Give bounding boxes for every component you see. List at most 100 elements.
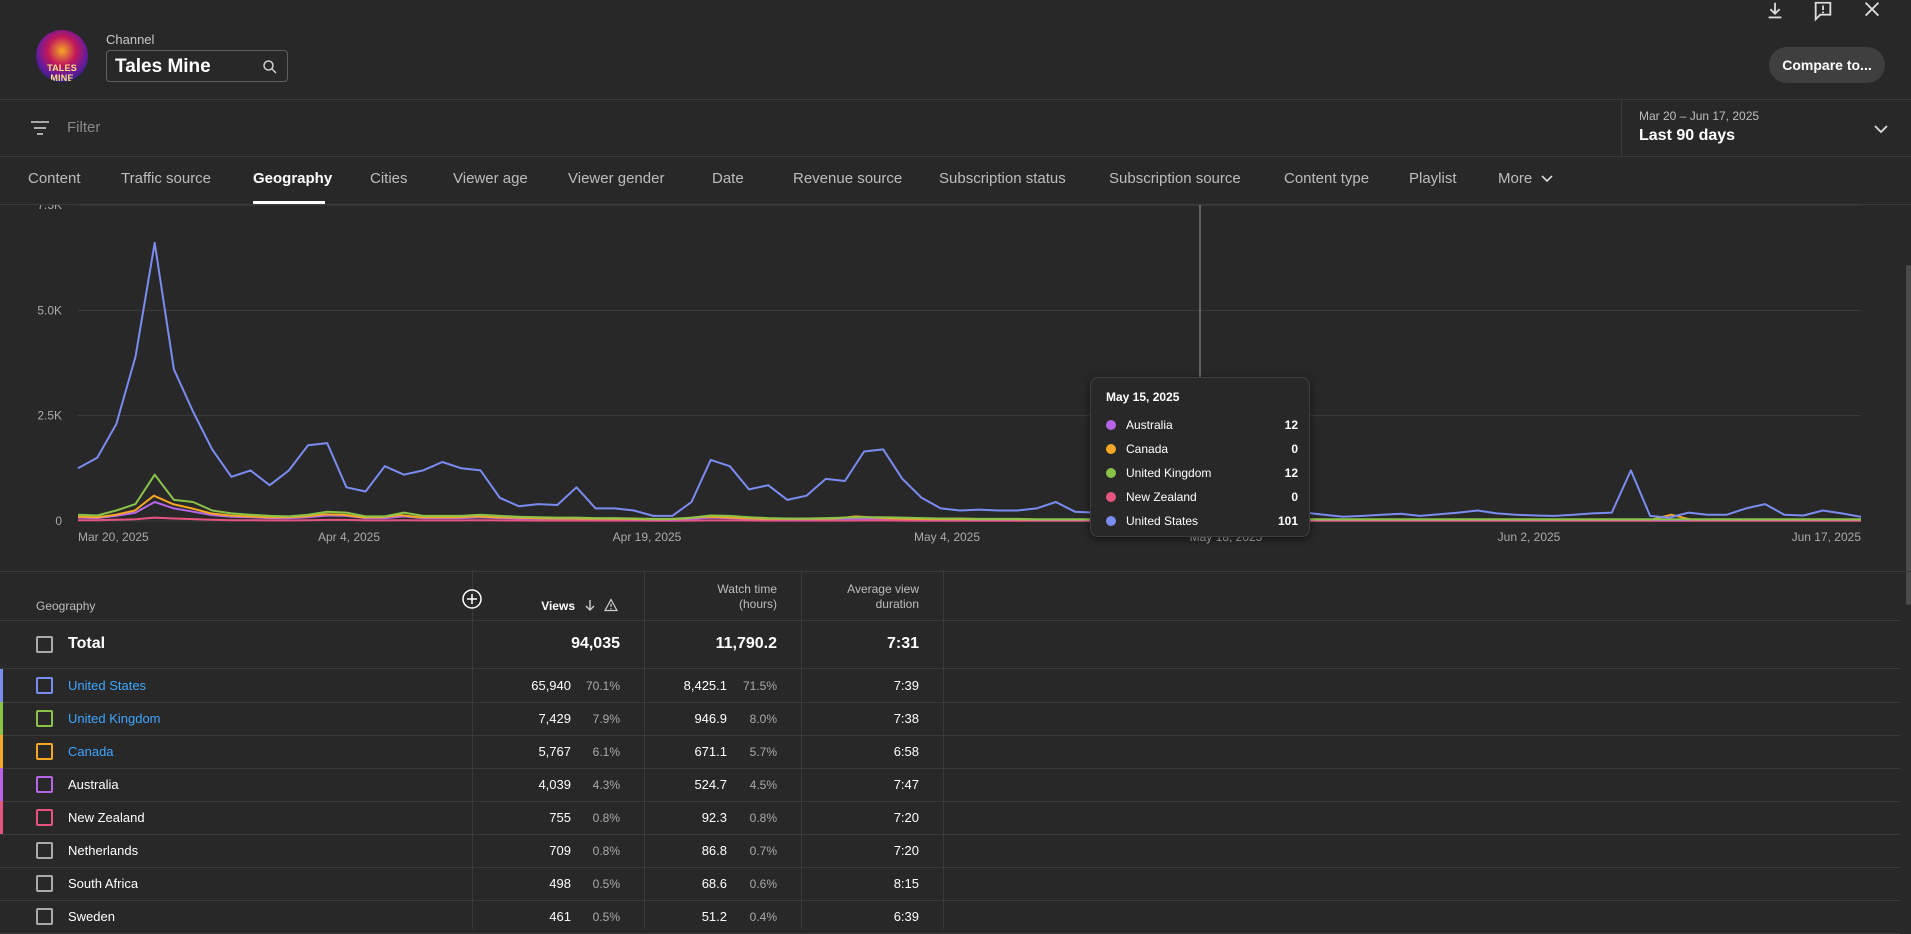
tab-content-type[interactable]: Content type [1284,170,1370,187]
tab-date[interactable]: Date [712,170,744,187]
series-line-united-states[interactable] [77,241,1862,519]
filter-icon[interactable] [30,120,50,136]
column-header-watch-time[interactable]: Watch time (hours) [660,582,777,612]
row-views: 65,940 [531,678,571,693]
y-tick-label: 2.5K [37,409,62,423]
channel-name: Tales Mine [115,56,211,77]
tab-revenue-source[interactable]: Revenue source [793,170,903,187]
column-header-avg-duration[interactable]: Average view duration [815,582,919,612]
column-header-geography[interactable]: Geography [36,599,96,613]
tooltip-date: May 15, 2025 [1106,390,1180,404]
row-checkbox[interactable] [36,908,53,925]
total-label: Total [68,635,106,652]
channel-avatar[interactable]: TALES MINE [36,30,88,82]
row-watch-pct: 0.7% [749,844,777,858]
tooltip-country: New Zealand [1126,490,1197,504]
row-checkbox[interactable] [36,710,53,727]
tooltip-country: United States [1126,514,1199,528]
series-line-united-kingdom[interactable] [77,473,1861,521]
row-watch-time: 671.1 [694,744,727,759]
channel-selector[interactable]: Tales Mine [106,50,288,82]
row-checkbox[interactable] [36,776,53,793]
watch-time-label: Watch time [717,582,777,596]
row-watch-pct: 4.5% [749,778,777,792]
tooltip-value: 12 [1284,466,1298,480]
tooltip-row: New Zealand 0 [1106,488,1298,506]
row-views: 4,039 [538,777,571,792]
tooltip-country: Australia [1126,418,1173,432]
close-icon[interactable] [1860,0,1884,22]
row-watch-pct: 0.6% [749,877,777,891]
column-header-views[interactable]: Views [541,599,575,613]
series-line-canada[interactable] [77,494,1861,521]
series-color-dot [1106,420,1116,430]
series-color-dot [1106,468,1116,478]
tooltip-row: United States 101 [1106,512,1298,530]
row-checkbox[interactable] [36,743,53,760]
search-icon[interactable] [261,58,279,76]
sort-descending-icon[interactable] [583,598,597,612]
row-country-name: Netherlands [68,843,139,858]
tab-cities[interactable]: Cities [370,170,408,187]
active-tab-indicator [253,201,325,204]
tab-traffic-source[interactable]: Traffic source [121,170,212,187]
row-country-name: Sweden [68,909,115,924]
row-avg-duration: 7:20 [893,843,919,858]
row-watch-pct: 0.8% [749,811,777,825]
row-watch-time: 524.7 [694,777,727,792]
total-avg-duration: 7:31 [886,635,919,652]
row-views-pct: 0.5% [592,910,620,924]
row-watch-time: 946.9 [694,711,727,726]
tooltip-value: 12 [1284,418,1298,432]
row-avg-duration: 8:15 [893,876,919,891]
date-range-selector[interactable]: Mar 20 – Jun 17, 2025 Last 90 days [1621,100,1911,157]
tab-playlist[interactable]: Playlist [1409,170,1457,187]
filter-input[interactable]: Filter [67,119,101,136]
x-tick-label: Apr 4, 2025 [318,530,380,544]
row-views: 755 [549,810,571,825]
add-column-icon[interactable] [462,589,482,609]
tooltip-row: Australia 12 [1106,416,1298,434]
y-tick-label: 7.5K [37,205,62,212]
tab-viewer-gender[interactable]: Viewer gender [568,170,665,187]
download-icon[interactable] [1763,0,1787,22]
total-views: 94,035 [571,635,620,652]
compare-button[interactable]: Compare to... [1769,47,1885,83]
row-avg-duration: 7:38 [893,711,919,726]
tab-viewer-age[interactable]: Viewer age [453,170,528,187]
tooltip-country: United Kingdom [1126,466,1212,480]
row-views-pct: 0.8% [592,811,620,825]
tab-subscription-source[interactable]: Subscription source [1109,170,1241,187]
geography-line-chart[interactable]: 7.5K 5.0K 2.5K 0 Mar 20, 2025 Apr 4, 2025 Apr … [0,205,1911,570]
row-checkbox[interactable] [36,875,53,892]
y-tick-label: 0 [55,514,62,528]
tooltip-row: Canada 0 [1106,440,1298,458]
row-checkbox[interactable] [36,809,53,826]
row-watch-pct: 5.7% [749,745,777,759]
tab-content[interactable]: Content [28,170,81,187]
warning-icon[interactable] [604,598,618,612]
row-views-pct: 0.8% [592,844,620,858]
row-watch-pct: 71.5% [742,679,777,693]
feedback-icon[interactable] [1811,0,1835,22]
row-country-name[interactable]: Canada [68,744,114,759]
row-country-name[interactable]: United Kingdom [68,711,161,726]
row-checkbox[interactable] [36,842,53,859]
row-country-name: South Africa [68,876,139,891]
row-country-name: Australia [68,777,119,792]
series-color-dot [1106,516,1116,526]
tab-geography[interactable]: Geography [253,170,333,187]
avg-duration-label-1: Average view [847,582,919,596]
dimension-tabs: Content Traffic source Geography Cities … [0,157,1911,205]
row-checkbox[interactable] [36,677,53,694]
scrollbar-thumb[interactable] [1906,265,1911,605]
tab-subscription-status[interactable]: Subscription status [939,170,1066,187]
geography-table: Geography Views Watch time (hours) Avera… [0,571,1911,934]
tab-more[interactable]: More [1498,170,1554,187]
row-views: 5,767 [538,744,571,759]
row-country-name[interactable]: United States [68,678,147,693]
row-watch-time: 51.2 [701,909,727,924]
total-checkbox[interactable] [36,636,53,653]
total-watch-time: 11,790.2 [715,635,777,652]
row-series-color [0,735,3,768]
